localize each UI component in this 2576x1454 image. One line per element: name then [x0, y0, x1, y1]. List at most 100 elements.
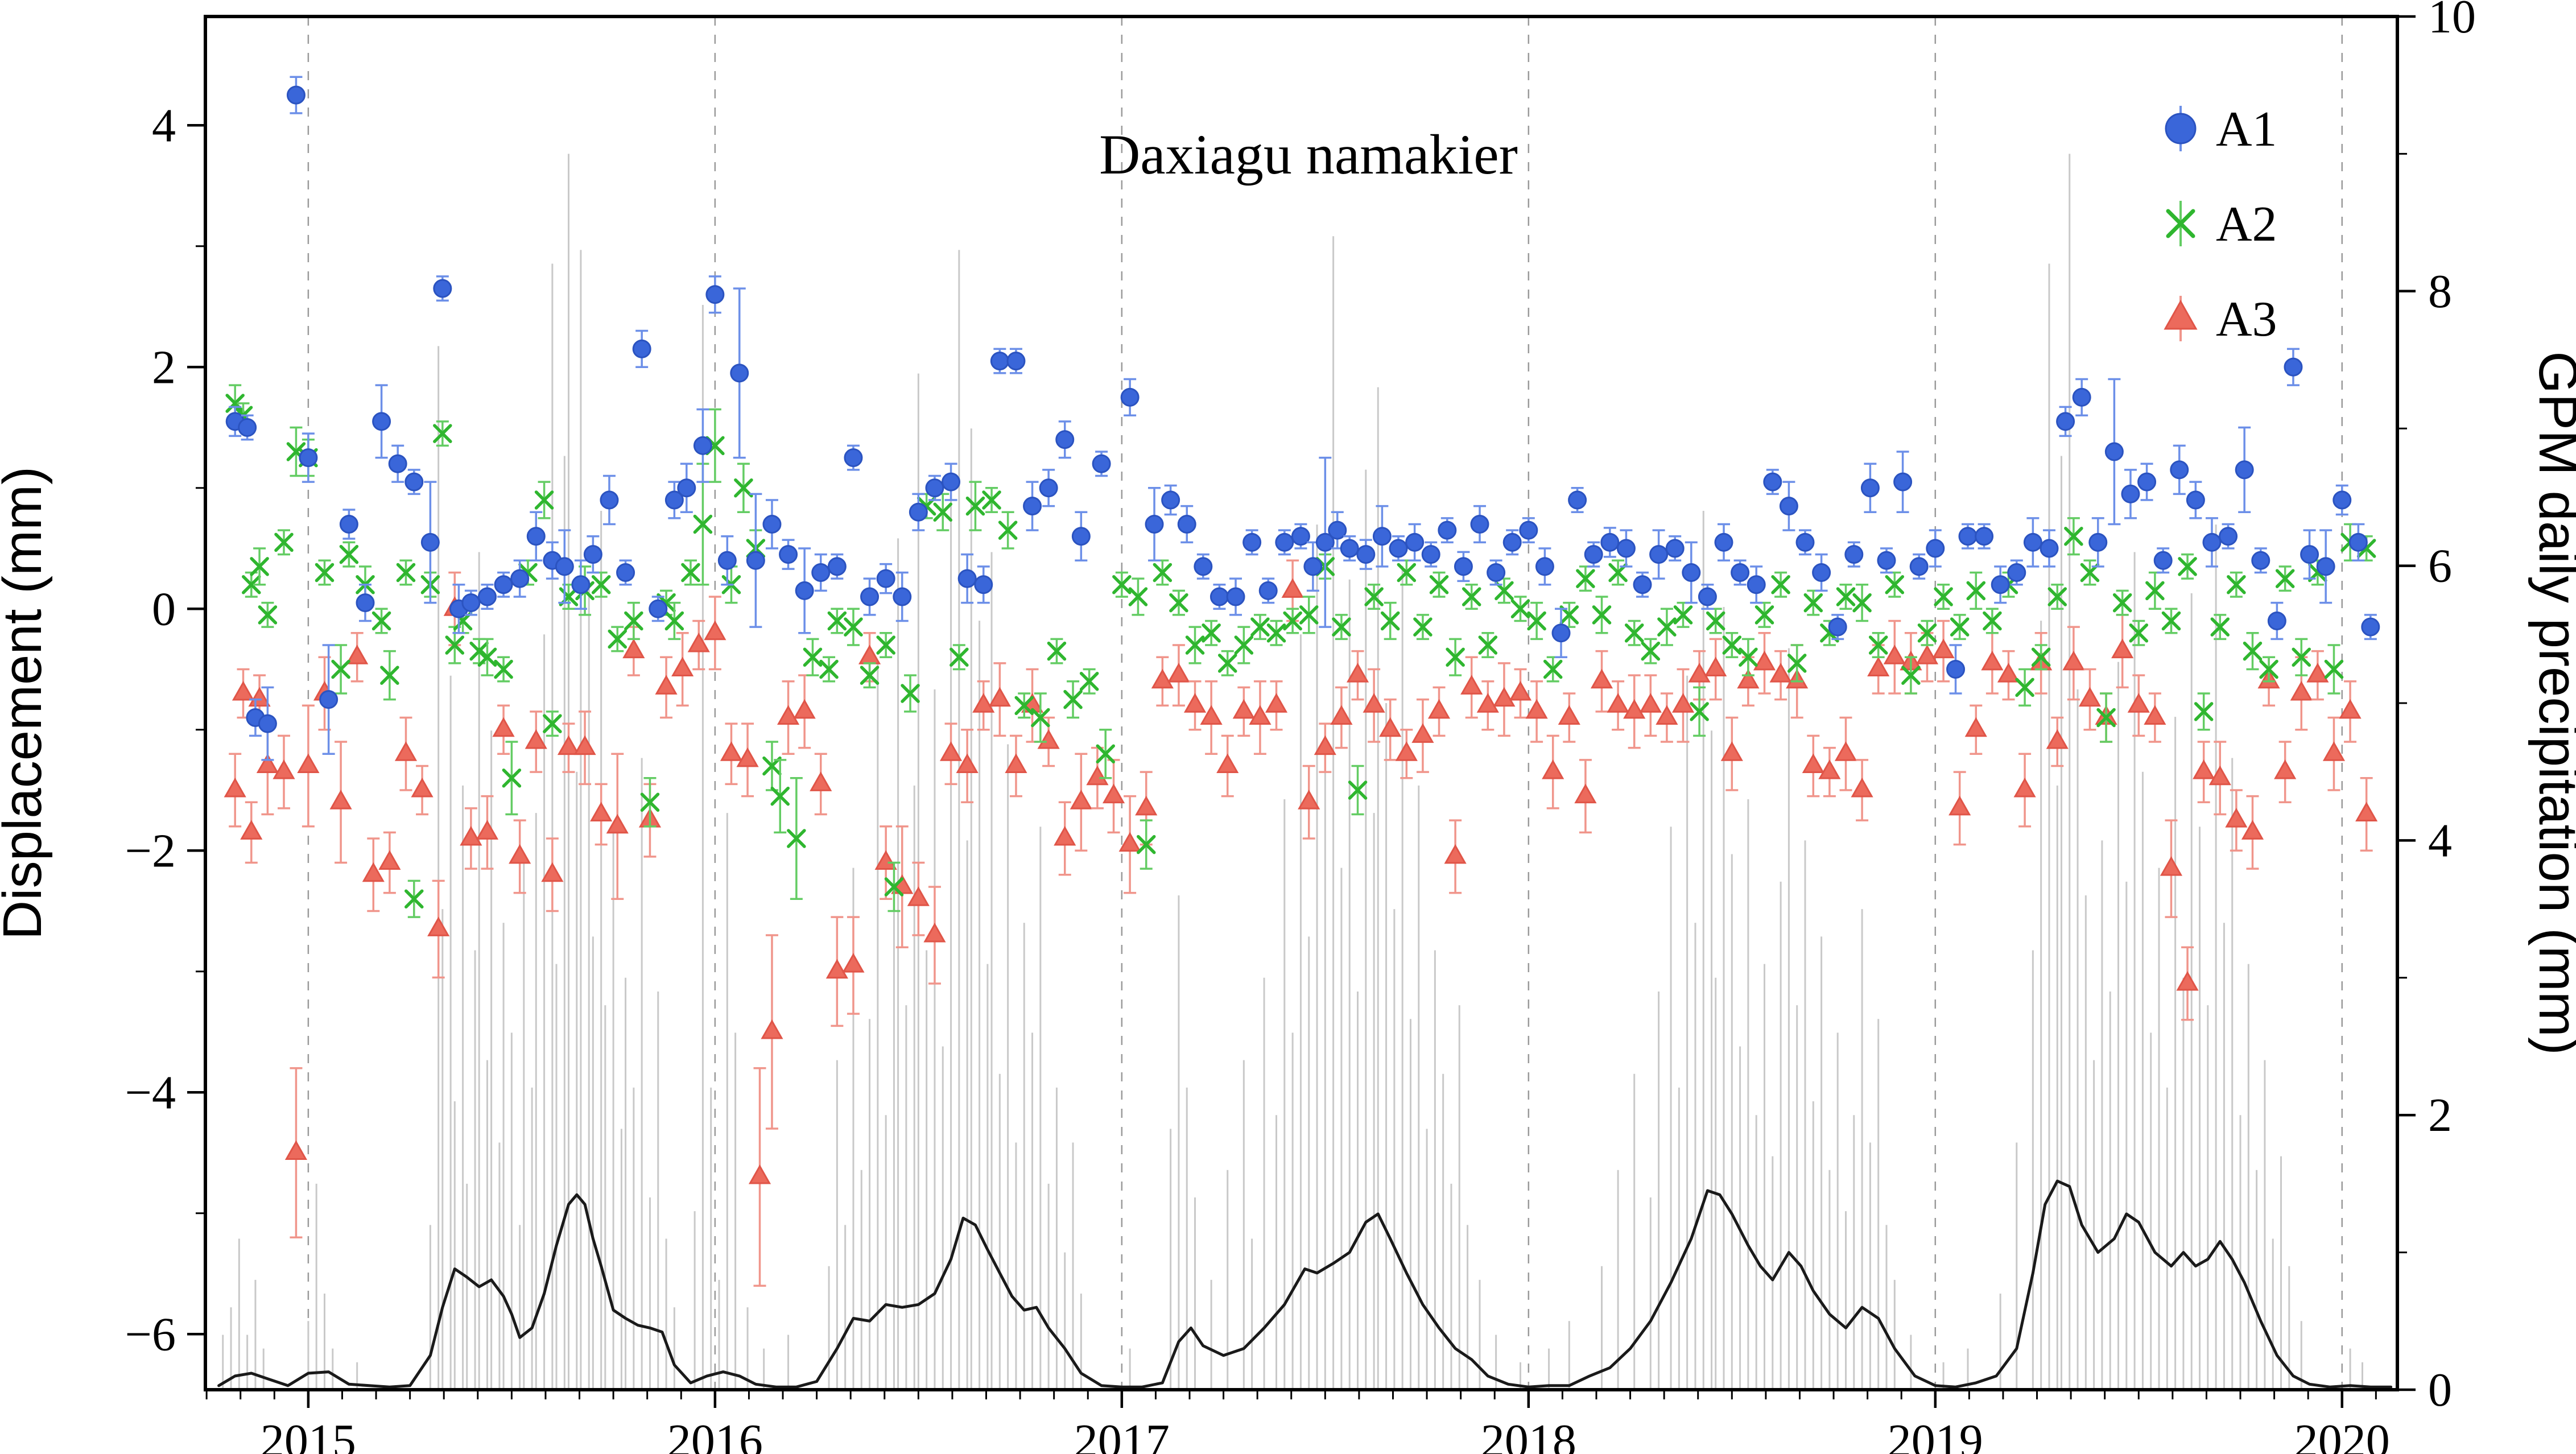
a2-point: [1234, 635, 1254, 655]
a2-point: [1641, 641, 1661, 661]
a1-point: [2137, 472, 2157, 491]
a2-point: [250, 557, 269, 576]
a1-point: [1177, 515, 1196, 534]
a3-point: [1395, 741, 1418, 761]
a1-point: [2333, 490, 2352, 510]
a3-point: [1363, 693, 1385, 713]
a1-point: [555, 557, 574, 576]
a2-point: [1673, 605, 1693, 625]
precipitation-smoothed-line: [217, 1179, 2393, 1389]
a3-point: [1037, 729, 1060, 749]
a1-point: [1039, 478, 1058, 498]
series-a1: [225, 76, 2380, 761]
axis-tick-labels: 2015 2016 2017 2018 2019 2020 4 2 0 −2 −4 −6 0 2 4 6 8 10: [125, 0, 2476, 1454]
left-tick-label: −4: [125, 1066, 176, 1119]
a3-point: [777, 705, 800, 725]
a3-point: [232, 680, 255, 701]
right-tick-label: 4: [2428, 814, 2452, 867]
a3-point: [362, 862, 385, 882]
a1-point: [461, 593, 481, 613]
a2-point: [1771, 575, 1790, 594]
a3-point: [1525, 699, 1548, 719]
a3-point: [1411, 723, 1434, 743]
a1-point: [319, 690, 338, 709]
a1-point: [238, 418, 257, 437]
a3-point: [1314, 735, 1336, 755]
chart-title: Daxiagu namakier: [1099, 123, 1518, 186]
a2-point: [998, 521, 1018, 540]
a3-point: [671, 656, 694, 676]
a2-point: [2015, 678, 2034, 697]
a3-point: [394, 741, 418, 761]
a1-point: [1161, 490, 1180, 510]
a3-point: [720, 741, 743, 761]
a1-point: [2219, 527, 2238, 546]
a3-point: [557, 735, 580, 755]
a3-point: [2355, 802, 2378, 821]
a2-point: [827, 611, 847, 631]
a2-point: [1266, 623, 1286, 643]
a1-point: [388, 454, 407, 473]
a3-point: [411, 777, 434, 798]
a2-point: [1478, 635, 1498, 655]
a2-point: [1690, 702, 1709, 721]
a3-point: [1005, 753, 1027, 773]
a3-point: [2111, 638, 2134, 659]
a3-point: [1460, 675, 1483, 695]
a1-point: [1389, 539, 1408, 558]
legend-a3-marker: [2164, 299, 2198, 330]
a2-point: [1836, 587, 1856, 606]
legend: A1 A2 A3: [2164, 102, 2277, 347]
a1-point: [583, 545, 602, 564]
a1-point: [860, 587, 880, 606]
a2-point: [1852, 593, 1872, 613]
precipitation-bars: [222, 154, 2364, 1390]
a3-point: [1509, 680, 1532, 701]
a1-point: [1682, 563, 1701, 582]
a1-point: [2267, 612, 2286, 630]
a2-point: [477, 647, 497, 667]
a3-point: [224, 777, 246, 798]
a1-point: [1421, 545, 1440, 564]
a2-point: [1112, 575, 1132, 594]
a3-point: [1802, 753, 1824, 773]
a3-point: [704, 620, 726, 641]
a2-point: [2145, 581, 2165, 601]
a1-point: [942, 472, 961, 491]
a2-point: [982, 490, 1001, 510]
a3-point: [810, 771, 832, 791]
a2-point: [1185, 635, 1205, 655]
a1-point: [1568, 490, 1587, 510]
a3-point: [1281, 578, 1304, 598]
a1-point: [990, 352, 1009, 371]
a2-point: [258, 605, 278, 625]
a3-point: [2208, 765, 2231, 786]
legend-item-a3: A3: [2164, 292, 2277, 347]
a3-point: [1151, 668, 1174, 689]
a1-point: [299, 448, 318, 468]
a2-point: [2324, 659, 2344, 679]
a1-point: [1600, 532, 1620, 552]
a1-point: [1991, 575, 2010, 594]
a1-point: [2284, 357, 2303, 377]
a3-point: [1249, 705, 1272, 725]
a3-point: [1427, 699, 1451, 719]
a1-point: [1291, 527, 1310, 546]
a1-point: [2104, 442, 2124, 461]
a3-point: [1753, 650, 1776, 671]
a1-point: [1616, 539, 1636, 558]
a2-point: [1885, 575, 1905, 594]
a3-point: [923, 922, 946, 943]
a1-point: [2121, 484, 2140, 503]
a2-point: [1063, 689, 1083, 709]
a2-point: [315, 563, 335, 583]
a3-point: [329, 790, 352, 809]
a2-point: [1031, 708, 1050, 728]
legend-label: A1: [2216, 102, 2277, 157]
left-tick-label: −6: [125, 1308, 176, 1361]
a1-point: [2153, 551, 2173, 570]
a3-point: [1737, 668, 1760, 689]
a3-point: [1851, 777, 1873, 798]
a2-point: [1299, 605, 1319, 625]
a2-point: [396, 563, 416, 583]
